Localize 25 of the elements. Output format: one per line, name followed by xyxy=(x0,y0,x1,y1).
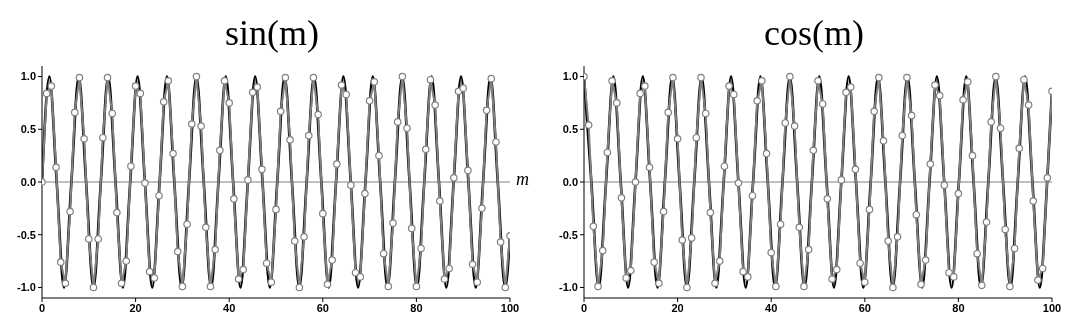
x-tick-label: 60 xyxy=(316,301,329,314)
x-axis-title: m xyxy=(516,169,529,190)
y-tick-label: -1.0 xyxy=(559,281,578,294)
x-tick-label: 40 xyxy=(223,301,236,314)
x-tick-label: 80 xyxy=(410,301,423,314)
y-tick-label: 0.5 xyxy=(562,123,578,136)
x-tick-label: 40 xyxy=(765,301,778,314)
y-tick-label: 1.0 xyxy=(20,70,36,83)
x-tick-label: 20 xyxy=(671,301,684,314)
y-tick-label: 0.5 xyxy=(20,123,36,136)
chart-title: sin(m) xyxy=(224,12,320,55)
y-tick-label: 1.0 xyxy=(562,70,578,83)
y-tick-label: 0.0 xyxy=(20,175,36,188)
x-tick-label: 100 xyxy=(1042,301,1062,314)
x-tick-label: 100 xyxy=(500,301,520,314)
x-tick-label: 0 xyxy=(38,301,46,314)
y-tick-label: 0.0 xyxy=(562,175,578,188)
y-tick-label: -0.5 xyxy=(17,228,36,241)
y-tick-label: -1.0 xyxy=(17,281,36,294)
x-tick-label: 0 xyxy=(580,301,588,314)
x-tick-label: 60 xyxy=(858,301,871,314)
x-tick-label: 80 xyxy=(952,301,965,314)
chart-title: cos(m) xyxy=(763,12,865,55)
x-tick-label: 20 xyxy=(129,301,142,314)
y-tick-label: -0.5 xyxy=(559,228,578,241)
